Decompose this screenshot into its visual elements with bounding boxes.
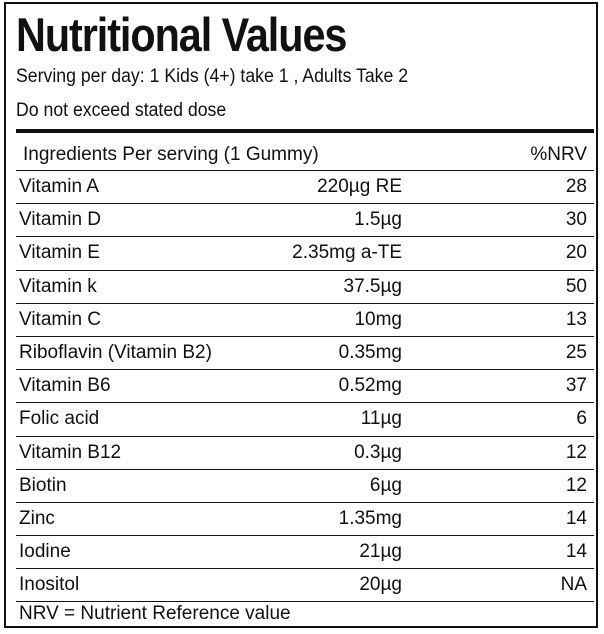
table-header-row: Ingredients Per serving (1 Gummy) %NRV — [16, 140, 594, 171]
ingredient-amount: 11µg — [360, 408, 402, 430]
ingredient-amount: 220µg RE — [317, 176, 402, 197]
ingredient-nrv: 12 — [565, 474, 587, 496]
table-row: Vitamin E 2.35mg a-TE 20 — [16, 237, 594, 271]
ingredient-name: Riboflavin (Vitamin B2) — [19, 341, 212, 363]
nutrition-panel: Nutritional Values Serving per day: 1 Ki… — [4, 2, 598, 628]
ingredient-nrv: 6 — [576, 408, 587, 430]
ingredient-nrv: 37 — [565, 375, 587, 397]
nutrition-table: Ingredients Per serving (1 Gummy) %NRV V… — [16, 140, 594, 603]
ingredient-name: Biotin — [19, 474, 67, 496]
table-body: Vitamin A 220µg RE 28 Vitamin D 1.5µg 30 Vitam… — [16, 171, 594, 603]
table-row: Vitamin A 220µg RE 28 — [16, 171, 594, 205]
ingredient-amount: 2.35mg a-TE — [292, 242, 402, 264]
table-row: Folic acid 11µg 6 — [16, 403, 594, 437]
ingredient-amount: 1.35mg — [338, 507, 402, 529]
table-row: Vitamin B6 0.52mg 37 — [16, 370, 594, 404]
ingredient-nrv: 14 — [565, 507, 587, 529]
heavy-divider — [16, 129, 594, 133]
table-row: Riboflavin (Vitamin B2) 0.35mg 25 — [16, 337, 594, 371]
ingredient-name: Folic acid — [19, 408, 100, 430]
ingredient-name: Vitamin E — [19, 242, 100, 264]
ingredient-amount: 0.35mg — [338, 341, 402, 363]
ingredient-amount: 0.52mg — [338, 375, 402, 397]
ingredient-nrv: 28 — [565, 176, 587, 197]
ingredient-nrv: 12 — [565, 441, 587, 463]
ingredient-nrv: 50 — [565, 275, 587, 297]
table-row: Iodine 21µg 14 — [16, 536, 594, 570]
ingredient-nrv: 13 — [565, 308, 587, 330]
ingredient-name: Zinc — [19, 507, 55, 529]
serving-instructions: Serving per day: 1 Kids (4+) take 1 , Ad… — [16, 66, 409, 87]
ingredient-nrv: 20 — [565, 242, 587, 264]
dose-warning: Do not exceed stated dose — [16, 100, 227, 121]
ingredient-name: Vitamin D — [19, 209, 102, 231]
ingredient-name: Vitamin A — [19, 176, 99, 197]
table-row: Vitamin C 10mg 13 — [16, 304, 594, 337]
ingredient-name: Inositol — [19, 574, 80, 596]
footer-note: NRV = Nutrient Reference value — [19, 603, 291, 624]
table-row: Biotin 6µg 12 — [16, 470, 594, 503]
table-row: Inositol 20µg NA — [16, 569, 594, 603]
ingredient-amount: 21µg — [359, 541, 402, 563]
table-row: Vitamin k 37.5µg 50 — [16, 271, 594, 304]
header-nrv: %NRV — [530, 144, 587, 165]
ingredient-name: Iodine — [19, 541, 71, 563]
ingredient-name: Vitamin B6 — [19, 375, 111, 397]
table-row: Vitamin B12 0.3µg 12 — [16, 437, 594, 470]
ingredient-amount: 20µg — [359, 574, 402, 596]
ingredient-amount: 6µg — [369, 474, 402, 496]
ingredient-name: Vitamin k — [19, 275, 97, 297]
ingredient-amount: 0.3µg — [354, 441, 402, 463]
ingredient-nrv: 30 — [565, 209, 587, 231]
ingredient-nrv: NA — [560, 574, 587, 596]
ingredient-name: Vitamin B12 — [19, 441, 122, 463]
page-title: Nutritional Values — [16, 8, 347, 61]
table-row: Zinc 1.35mg 14 — [16, 503, 594, 537]
table-row: Vitamin D 1.5µg 30 — [16, 204, 594, 238]
ingredient-nrv: 14 — [565, 541, 587, 563]
ingredient-amount: 1.5µg — [354, 209, 402, 231]
ingredient-name: Vitamin C — [19, 308, 102, 330]
ingredient-amount: 37.5µg — [343, 275, 403, 297]
header-ingredients: Ingredients Per serving (1 Gummy) — [23, 144, 319, 165]
ingredient-nrv: 25 — [565, 341, 587, 363]
ingredient-amount: 10mg — [354, 308, 402, 330]
